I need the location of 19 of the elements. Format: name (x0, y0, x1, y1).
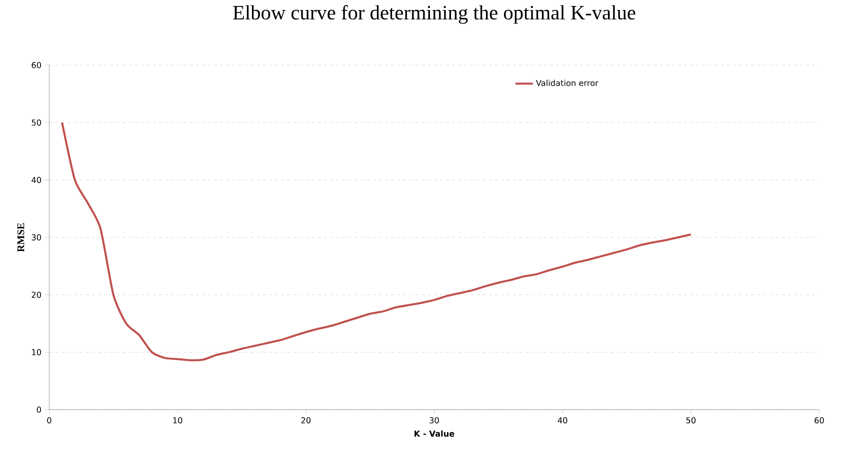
x-tick-label: 50 (686, 417, 696, 424)
y-tick-label: 50 (32, 120, 42, 126)
legend-label: Validation error (536, 80, 598, 86)
y-tick-label: 10 (32, 349, 42, 356)
y-tick-label: 0 (36, 406, 42, 413)
x-tick-label: 0 (47, 417, 52, 424)
x-tick-label: 60 (814, 417, 824, 424)
y-tick-label: 40 (32, 177, 42, 184)
y-tick-label: 60 (32, 62, 42, 68)
x-tick-label: 30 (430, 417, 439, 424)
y-tick-label: 20 (32, 292, 42, 298)
y-tick-label: 30 (32, 234, 42, 241)
x-tick-label: 10 (173, 417, 182, 424)
x-tick-label: 40 (558, 417, 568, 424)
line-series (61, 122, 692, 362)
x-tick-label: 20 (301, 417, 311, 424)
x-axis-title: K - Value (414, 430, 454, 437)
y-axis-title: RMSE (17, 223, 24, 252)
chart-title: Elbow curve for determining the optimal K-value (233, 5, 636, 24)
